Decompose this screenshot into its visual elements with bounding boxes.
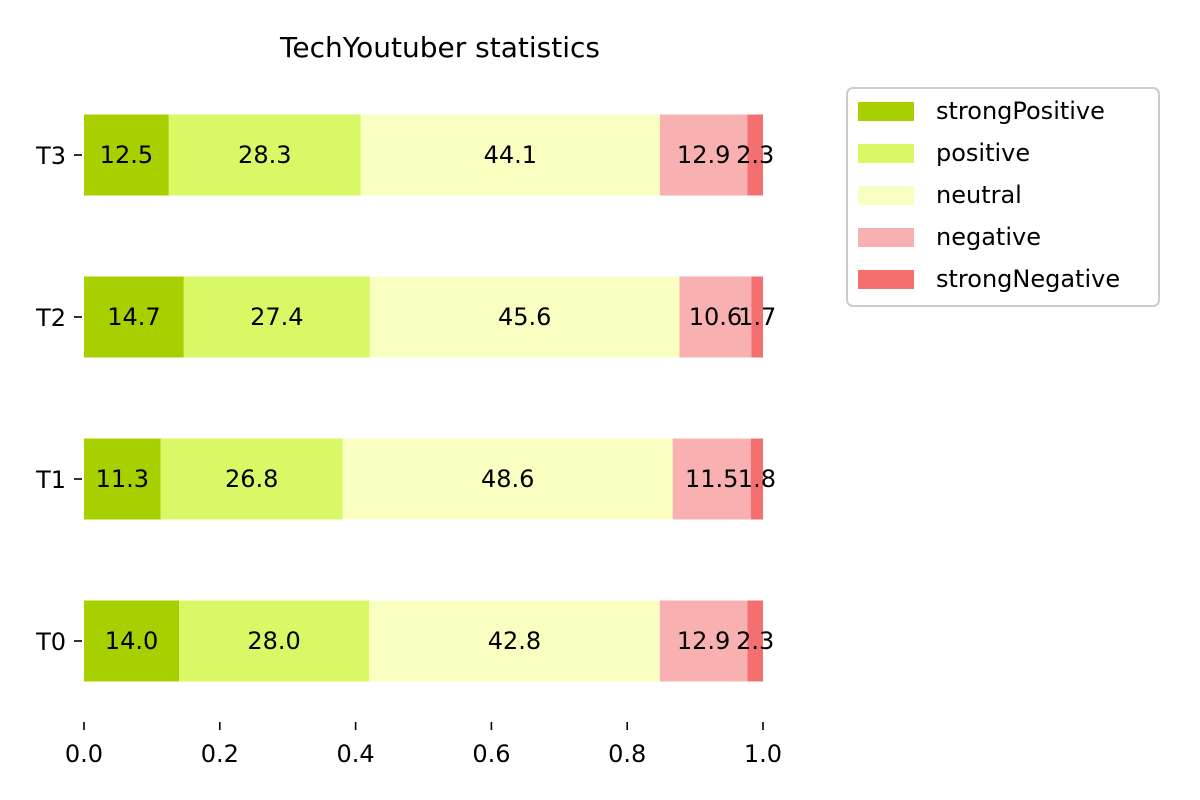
bars-layer [84,114,763,682]
bar-segment-t2-positive [183,276,370,358]
bar-segment-t0-neutral [369,600,660,682]
legend-label-strongpositive: strongPositive [936,97,1105,125]
data-label-t2-negative: 10.6 [689,303,742,331]
legend-swatch-neutral [858,186,914,205]
data-label-t2-strongpositive: 14.7 [107,303,160,331]
bar-segment-t3-positive [168,114,361,196]
legend-frame [846,87,1160,307]
legend-label-neutral: neutral [936,181,1022,209]
data-label-t1-negative: 11.5 [685,465,738,493]
legend-label-negative: negative [936,223,1041,251]
data-label-t1-positive: 26.8 [225,465,278,493]
y-tick-label-t0: T0 [35,628,66,656]
bar-segment-t1-positive [160,438,343,520]
data-label-t1-strongpositive: 11.3 [96,465,149,493]
bar-segment-t0-positive [179,600,370,682]
data-label-t1-strongnegative: 1.8 [738,465,776,493]
legend: strongPositive positive neutral negative str… [846,87,1160,307]
bar-segment-t3-strongnegative [747,114,763,196]
bar-labels-layer: 14.0 28.0 42.8 12.9 2.311.3 26.8 48.6 11.5 1.814… [96,141,777,655]
bar-segment-t0-strongnegative [747,600,763,682]
legend-label-strongnegative: strongNegative [936,265,1120,293]
bar-segment-t2-strongpositive [84,276,184,358]
data-label-t3-positive: 28.3 [238,141,291,169]
x-tick-label-1: 0.2 [201,740,239,768]
x-tick-label-0: 0.0 [65,740,103,768]
data-label-t3-strongnegative: 2.3 [736,141,774,169]
y-axis: T0 T1 T2 T3 [35,142,82,656]
chart-title: TechYoutuber statistics [279,31,600,64]
bar-segment-t3-negative [659,114,748,196]
data-label-t3-negative: 12.9 [677,141,730,169]
x-tick-label-5: 1.0 [744,740,782,768]
data-label-t2-positive: 27.4 [250,303,303,331]
x-tick-label-4: 0.8 [608,740,646,768]
bar-segment-t3-neutral [360,114,660,196]
bar-segment-t1-neutral [342,438,673,520]
data-label-t1-neutral: 48.6 [481,465,534,493]
legend-swatch-positive [858,144,914,163]
data-label-t3-neutral: 44.1 [484,141,537,169]
data-label-t2-neutral: 45.6 [498,303,551,331]
legend-label-positive: positive [936,139,1030,167]
bar-segment-t0-strongpositive [84,600,180,682]
legend-swatch-strongpositive [858,102,914,121]
legend-swatch-negative [858,228,914,247]
y-tick-label-t3: T3 [35,142,66,170]
bar-segment-t0-negative [659,600,748,682]
bar-segment-t2-strongnegative [751,276,763,358]
x-tick-label-3: 0.6 [472,740,510,768]
data-label-t0-strongpositive: 14.0 [105,627,158,655]
bar-segment-t2-negative [679,276,752,358]
bar-segment-t1-negative [672,438,751,520]
bar-segment-t3-strongpositive [84,114,169,196]
x-tick-label-2: 0.4 [337,740,375,768]
bar-segment-t1-strongnegative [750,438,763,520]
bar-segment-t1-strongpositive [84,438,161,520]
legend-swatch-strongnegative [858,270,914,289]
y-tick-label-t1: T1 [35,466,66,494]
data-label-t3-strongpositive: 12.5 [100,141,153,169]
bar-segment-t2-neutral [369,276,680,358]
data-label-t0-positive: 28.0 [247,627,300,655]
data-label-t0-neutral: 42.8 [488,627,541,655]
x-axis: 0.0 0.2 0.4 0.6 0.8 1.0 [65,722,782,768]
y-tick-label-t2: T2 [35,304,66,332]
data-label-t0-strongnegative: 2.3 [736,627,774,655]
data-label-t2-strongnegative: 1.7 [738,303,776,331]
data-label-t0-negative: 12.9 [677,627,730,655]
